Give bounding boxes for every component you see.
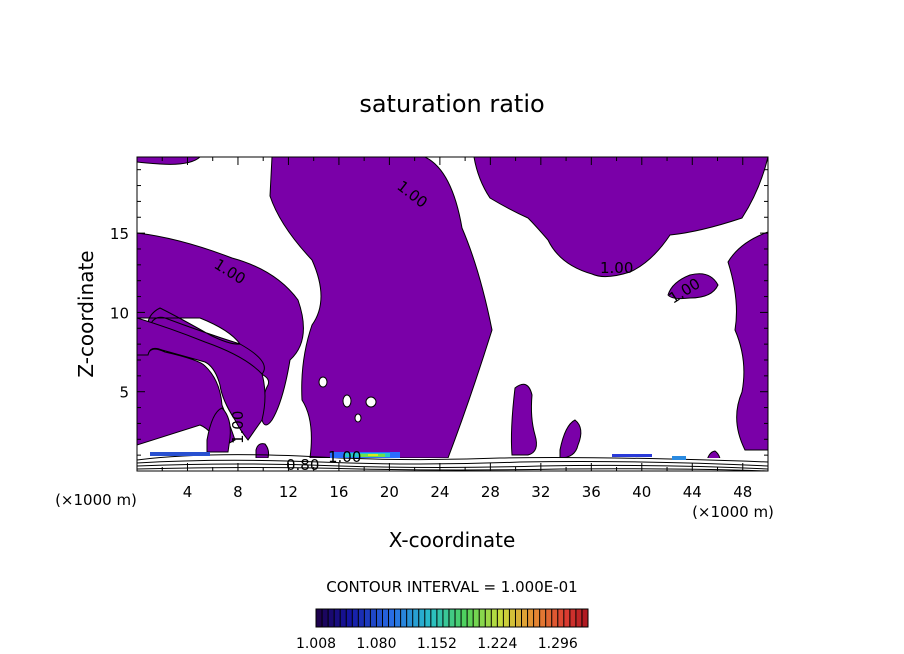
y-tick-label: 15 bbox=[110, 225, 129, 243]
colorbar-tick-label: 1.224 bbox=[477, 636, 517, 652]
x-tick-label: 48 bbox=[733, 483, 752, 501]
y-tick-label: 10 bbox=[110, 304, 129, 322]
supersaturated-region-right bbox=[667, 231, 768, 451]
colorbar-segment bbox=[527, 609, 534, 627]
colorbar-segment bbox=[539, 609, 546, 627]
x-axis-label: X-coordinate bbox=[389, 528, 516, 552]
colorbar-tick-label: 1.152 bbox=[417, 636, 457, 652]
colorbar-segment bbox=[346, 609, 353, 627]
contour-label: 1.00 bbox=[328, 448, 361, 466]
colorbar-segment bbox=[394, 609, 401, 627]
colorbar-stripes bbox=[315, 609, 588, 627]
colorbar-tick-label: 1.008 bbox=[296, 636, 336, 652]
near-surface-layer bbox=[137, 452, 768, 471]
colorbar-segment bbox=[406, 609, 413, 627]
colorbar-segment bbox=[424, 609, 431, 627]
supersaturated-region-lower-left bbox=[137, 317, 266, 449]
colorbar-segment bbox=[334, 609, 341, 627]
colorbar-segment bbox=[509, 609, 516, 627]
x-tick-label: 8 bbox=[233, 483, 243, 501]
supersaturated-patch-x34 bbox=[559, 419, 582, 459]
plot-area bbox=[137, 157, 768, 471]
colorbar-segment bbox=[442, 609, 449, 627]
colorbar-segment bbox=[352, 609, 359, 627]
colorbar-segment bbox=[430, 609, 437, 627]
x-tick-label: 32 bbox=[531, 483, 550, 501]
contour-interval-text: CONTOUR INTERVAL = 1.000E-01 bbox=[326, 578, 577, 596]
colorbar-segment bbox=[563, 609, 570, 627]
colorbar-segment bbox=[521, 609, 528, 627]
colorbar-segment bbox=[473, 609, 480, 627]
x-axis-ticks: 4 8 12 16 20 24 28 32 36 40 44 48 bbox=[161, 157, 752, 501]
x-tick-label: 36 bbox=[582, 483, 601, 501]
y-tick-label: 5 bbox=[119, 384, 129, 402]
x-tick-label: 40 bbox=[632, 483, 651, 501]
colorbar-segment bbox=[340, 609, 347, 627]
chart-title: saturation ratio bbox=[359, 90, 544, 118]
colorbar-segment bbox=[575, 609, 582, 627]
colorbar-tick-label: 1.296 bbox=[538, 636, 578, 652]
colorbar-segment bbox=[485, 609, 492, 627]
colorbar-frame bbox=[315, 608, 589, 628]
y-axis-label: Z-coordinate bbox=[74, 250, 98, 377]
colorbar-segment bbox=[364, 609, 371, 627]
x-tick-label: 12 bbox=[279, 483, 298, 501]
colorbar-segment bbox=[316, 609, 323, 627]
colorbar-segment bbox=[533, 609, 540, 627]
colorbar-segment bbox=[467, 609, 474, 627]
colorbar-segment bbox=[436, 609, 443, 627]
colorbar-segment bbox=[388, 609, 395, 627]
supersaturated-region-upper-right bbox=[473, 157, 768, 278]
x-tick-label: 16 bbox=[329, 483, 348, 501]
colorbar-segment bbox=[382, 609, 389, 627]
colorbar-segment bbox=[569, 609, 576, 627]
colorbar-segment bbox=[491, 609, 498, 627]
colorbar-segment bbox=[497, 609, 504, 627]
plot-frame bbox=[136, 156, 769, 472]
x-tick-label: 4 bbox=[183, 483, 193, 501]
colorbar-segment bbox=[328, 609, 335, 627]
colorbar-segment bbox=[479, 609, 486, 627]
colorbar-segment bbox=[515, 609, 522, 627]
contour-label: 0.80 bbox=[286, 456, 319, 474]
subsaturated-hole-1 bbox=[318, 376, 328, 388]
supersaturated-patch-x8 bbox=[206, 407, 231, 453]
colorbar-segment bbox=[412, 609, 419, 627]
colorbar-segment bbox=[503, 609, 510, 627]
colorbar-segment bbox=[370, 609, 377, 627]
supersaturated-region-upper-left-corner bbox=[137, 157, 201, 165]
subsaturated-hole-2 bbox=[342, 394, 352, 408]
contour-label: 1.00 bbox=[600, 259, 633, 277]
x-tick-label: 20 bbox=[380, 483, 399, 501]
colorbar-segment bbox=[461, 609, 468, 627]
y-axis-ticks: 5 10 15 bbox=[110, 169, 768, 456]
x-axis-left-units: (×1000 m) bbox=[55, 491, 137, 509]
colorbar-segment bbox=[551, 609, 558, 627]
colorbar-segment bbox=[455, 609, 462, 627]
colorbar-segment bbox=[418, 609, 425, 627]
subsaturated-hole-3 bbox=[365, 396, 377, 408]
colorbar-ticks: 1.008 1.080 1.152 1.224 1.296 bbox=[296, 636, 578, 652]
colorbar-segment bbox=[545, 609, 552, 627]
colorbar-segment bbox=[557, 609, 564, 627]
colorbar: 1.008 1.080 1.152 1.224 1.296 bbox=[296, 608, 589, 652]
colorbar-segment bbox=[358, 609, 365, 627]
colorbar-tick-label: 1.080 bbox=[356, 636, 396, 652]
colorbar-segment bbox=[581, 609, 588, 627]
colorbar-segment bbox=[448, 609, 456, 627]
x-tick-label: 24 bbox=[430, 483, 449, 501]
contour-label: 1.00 bbox=[229, 411, 247, 444]
supersaturated-patch-x10 bbox=[255, 443, 270, 459]
x-tick-label: 28 bbox=[481, 483, 500, 501]
colorbar-segment bbox=[400, 609, 407, 627]
x-tick-label: 44 bbox=[683, 483, 702, 501]
x-axis-right-units: (×1000 m) bbox=[692, 503, 774, 521]
subsaturated-hole-4 bbox=[354, 413, 362, 423]
colorbar-segment bbox=[322, 609, 329, 627]
colorbar-segment bbox=[376, 609, 383, 627]
supersaturated-patch-x30 bbox=[510, 383, 537, 456]
